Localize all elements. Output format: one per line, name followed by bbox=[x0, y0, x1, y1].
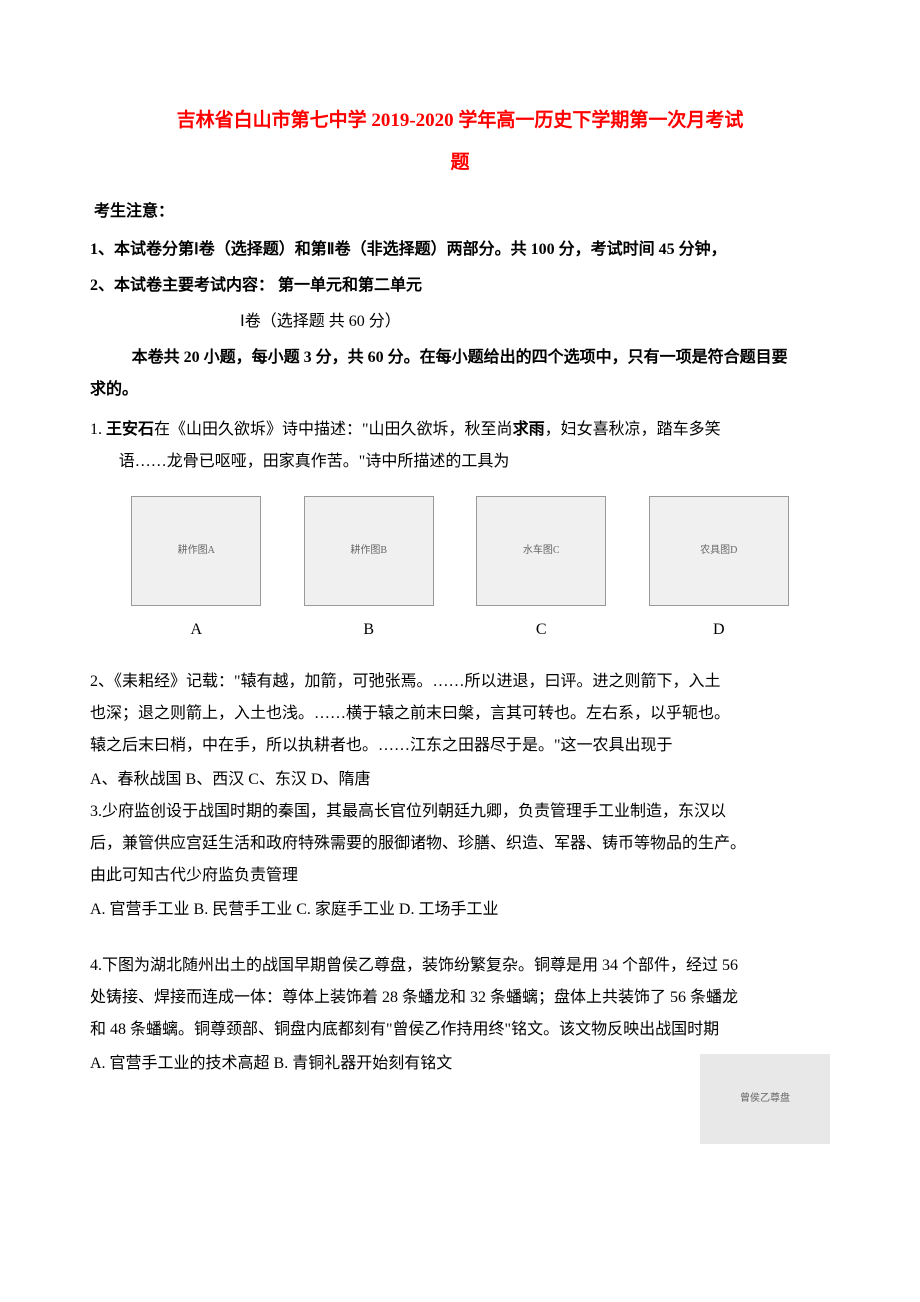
q1-label-a: A bbox=[190, 614, 202, 646]
q1-label-c: C bbox=[536, 614, 547, 646]
section-1-desc-line1: 本卷共 20 小题，每小题 3 分，共 60 分。在每小题给出的四个选项中，只有… bbox=[90, 342, 830, 374]
q1-mid: 在《山田久欲坼》诗中描述："山田久欲坼，秋至尚 bbox=[154, 421, 513, 438]
section-1-header: Ⅰ卷（选择题 共 60 分） bbox=[90, 306, 830, 338]
q3-line3: 由此可知古代少府监负责管理 bbox=[90, 860, 830, 892]
q4-line3: 和 48 条蟠螭。铜尊颈部、铜盘内底都刻有"曾侯乙作持用终"铭文。该文物反映出战… bbox=[90, 1014, 830, 1046]
q2-line3: 辕之后末曰梢，中在手，所以执耕者也。……江东之田器尽于是。"这一农具出现于 bbox=[90, 730, 830, 762]
q1-image-d-box: 农具图D D bbox=[649, 496, 789, 646]
q4-image: 曾侯乙尊盘 bbox=[700, 1054, 830, 1144]
q1-suffix: ，妇女喜秋凉，踏车多笑 bbox=[545, 421, 721, 438]
q1-image-c-box: 水车图C C bbox=[476, 496, 606, 646]
q1-image-b: 耕作图B bbox=[304, 496, 434, 606]
q2-line1: 2、《耒耜经》记载："辕有越，加箭，可弛张焉。……所以进退，曰评。进之则箭下，入… bbox=[90, 666, 830, 698]
q3-line1: 3.少府监创设于战国时期的秦国，其最高长官位列朝廷九卿，负责管理手工业制造，东汉… bbox=[90, 796, 830, 828]
q1-num: 1. bbox=[90, 421, 106, 438]
q1-images: 耕作图A A 耕作图B B 水车图C C 农具图D D bbox=[90, 496, 830, 646]
q1-bold2: 求雨 bbox=[513, 421, 545, 438]
q2-line2: 也深；退之则箭上，入土也浅。……横于辕之前末曰槃，言其可转也。左右系，以乎轭也。 bbox=[90, 698, 830, 730]
section-1-desc-line2: 求的。 bbox=[90, 374, 830, 406]
notice-item-1: 1、本试卷分第Ⅰ卷（选择题）和第Ⅱ卷（非选择题）两部分。共 100 分，考试时间… bbox=[90, 234, 830, 266]
q1-image-c: 水车图C bbox=[476, 496, 606, 606]
q1-image-d: 农具图D bbox=[649, 496, 789, 606]
exam-title-line1: 吉林省白山市第七中学 2019-2020 学年高一历史下学期第一次月考试 bbox=[90, 100, 830, 142]
q4-lastrow: 曾侯乙尊盘 A. 官营手工业的技术高超 B. 青铜礼器开始刻有铭文 bbox=[90, 1048, 830, 1080]
q1-label-b: B bbox=[363, 614, 374, 646]
question-3: 3.少府监创设于战国时期的秦国，其最高长官位列朝廷九卿，负责管理手工业制造，东汉… bbox=[90, 796, 830, 926]
q3-line2: 后，兼管供应宫廷生活和政府特殊需要的服御诸物、珍膳、织造、军器、铸币等物品的生产… bbox=[90, 828, 830, 860]
q2-options: A、春秋战国 B、西汉 C、东汉 D、隋唐 bbox=[90, 764, 830, 796]
question-4: 4.下图为湖北随州出土的战国早期曾侯乙尊盘，装饰纷繁复杂。铜尊是用 34 个部件… bbox=[90, 950, 830, 1080]
q1-image-b-box: 耕作图B B bbox=[304, 496, 434, 646]
q3-options: A. 官营手工业 B. 民营手工业 C. 家庭手工业 D. 工场手工业 bbox=[90, 894, 830, 926]
notice-label: 考生注意： bbox=[90, 196, 830, 228]
notice-label-text: 考生注意： bbox=[94, 203, 174, 220]
q1-bold1: 王安石 bbox=[106, 421, 154, 438]
q4-line1: 4.下图为湖北随州出土的战国早期曾侯乙尊盘，装饰纷繁复杂。铜尊是用 34 个部件… bbox=[90, 950, 830, 982]
notice-item-2: 2、本试卷主要考试内容： 第一单元和第二单元 bbox=[90, 270, 830, 302]
question-1: 1. 王安石在《山田久欲坼》诗中描述："山田久欲坼，秋至尚求雨，妇女喜秋凉，踏车… bbox=[90, 414, 830, 478]
q1-line2: 语……龙骨已呕哑，田家真作苦。"诗中所描述的工具为 bbox=[90, 446, 830, 478]
exam-title-line2: 题 bbox=[90, 142, 830, 184]
question-2: 2、《耒耜经》记载："辕有越，加箭，可弛张焉。……所以进退，曰评。进之则箭下，入… bbox=[90, 666, 830, 796]
q4-line2: 处铸接、焊接而连成一体：尊体上装饰着 28 条蟠龙和 32 条蟠螭；盘体上共装饰… bbox=[90, 982, 830, 1014]
q1-image-a: 耕作图A bbox=[131, 496, 261, 606]
q1-label-d: D bbox=[713, 614, 725, 646]
q1-line1: 1. 王安石在《山田久欲坼》诗中描述："山田久欲坼，秋至尚求雨，妇女喜秋凉，踏车… bbox=[90, 414, 830, 446]
q1-image-a-box: 耕作图A A bbox=[131, 496, 261, 646]
